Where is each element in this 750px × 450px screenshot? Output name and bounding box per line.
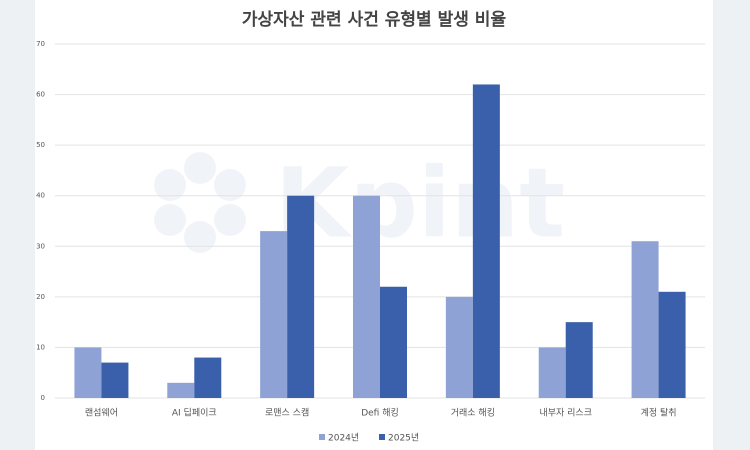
bar xyxy=(353,195,380,398)
bar xyxy=(538,347,566,398)
y-tick-label: 10 xyxy=(36,343,45,351)
y-tick-label: 70 xyxy=(36,40,45,48)
x-tick-label: 거래소 해킹 xyxy=(451,407,495,419)
bar xyxy=(445,296,473,398)
bar xyxy=(74,347,102,398)
bar xyxy=(631,241,659,398)
x-tick-label: 로맨스 스캠 xyxy=(265,407,309,419)
bar xyxy=(167,382,195,398)
y-tick-label: 30 xyxy=(36,242,45,250)
bar xyxy=(565,322,593,398)
x-tick-label: Defi 해킹 xyxy=(361,407,399,419)
bar xyxy=(101,362,129,398)
bar xyxy=(260,231,288,398)
y-tick-label: 20 xyxy=(36,293,45,301)
y-tick-label: 40 xyxy=(36,192,45,200)
legend-swatch xyxy=(319,434,325,440)
bar xyxy=(472,84,500,398)
legend-label: 2025년 xyxy=(388,433,419,444)
watermark-logo xyxy=(154,152,246,253)
y-tick-label: 60 xyxy=(36,91,45,99)
bar xyxy=(658,291,686,398)
chart-title: 가상자산 관련 사건 유형별 발생 비율 xyxy=(242,9,507,30)
legend-label: 2024년 xyxy=(328,433,359,444)
x-tick-label: 계정 탈취 xyxy=(641,407,677,419)
bar xyxy=(380,286,407,398)
x-tick-label: 내부자 리스크 xyxy=(539,408,592,419)
y-tick-label: 0 xyxy=(41,394,45,402)
bar xyxy=(287,195,315,398)
bar xyxy=(194,357,222,398)
legend-swatch xyxy=(379,434,385,440)
x-tick-label: AI 딥페이크 xyxy=(172,407,217,419)
y-tick-label: 50 xyxy=(36,141,45,149)
x-tick-label: 랜섬웨어 xyxy=(85,407,118,419)
watermark: Kpint xyxy=(275,147,565,259)
